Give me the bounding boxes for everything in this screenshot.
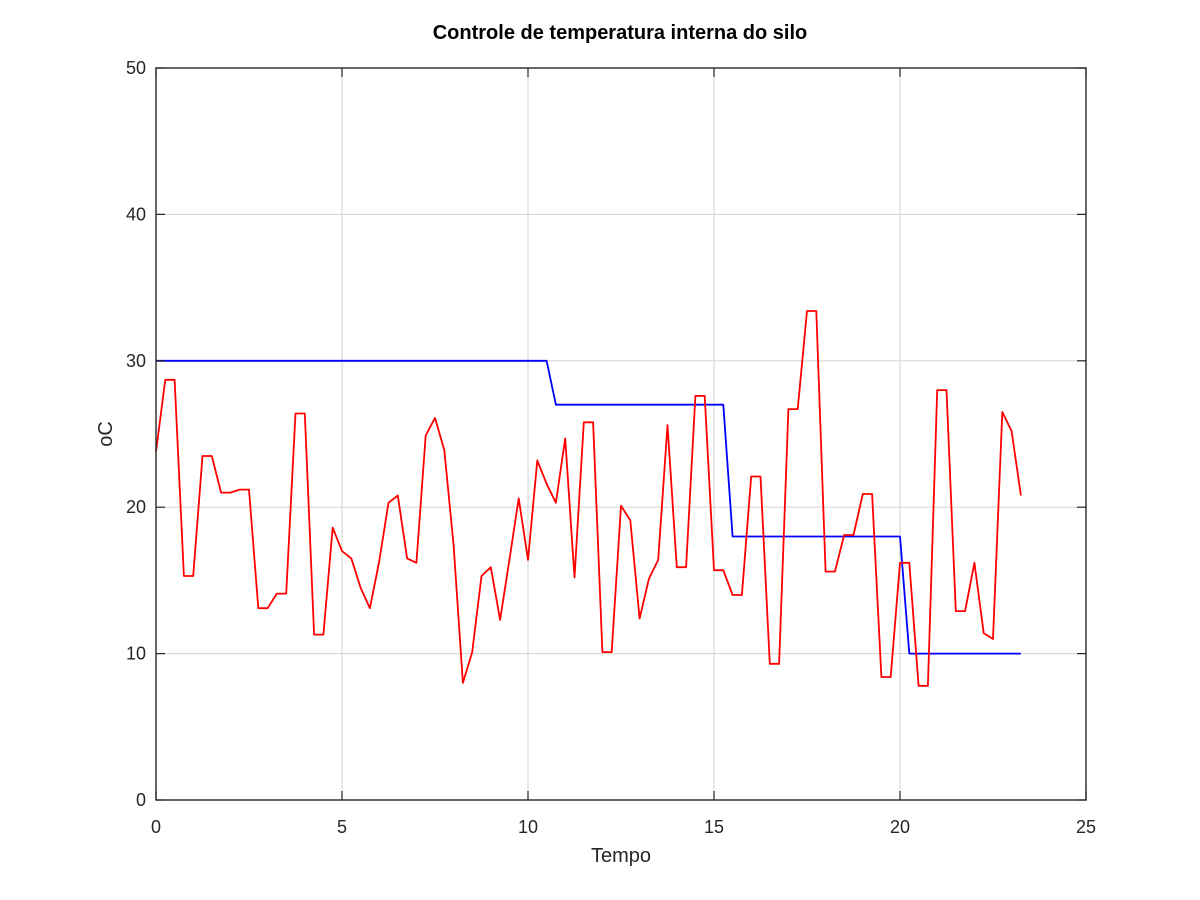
x-tick-label: 15	[704, 817, 724, 837]
y-tick-label: 30	[126, 351, 146, 371]
x-tick-label: 5	[337, 817, 347, 837]
series-line-blue	[156, 359, 1021, 655]
y-tick-label: 10	[126, 644, 146, 664]
x-tick-label: 20	[890, 817, 910, 837]
chart-title: Controle de temperatura interna do silo	[433, 22, 808, 44]
x-tick-label: 25	[1076, 817, 1096, 837]
series-line-red	[155, 310, 1022, 687]
ticks: 0 5 10 15 20 25 0 10 20 30 40 50	[126, 58, 1096, 837]
x-tick-label: 10	[518, 817, 538, 837]
y-tick-label: 0	[136, 790, 146, 810]
x-axis-label: Tempo	[591, 845, 651, 867]
series-group	[155, 310, 1022, 687]
x-tick-label: 0	[151, 817, 161, 837]
plot-frame	[155, 67, 1087, 801]
y-tick-label: 40	[126, 204, 146, 224]
y-tick-label: 50	[126, 58, 146, 78]
y-tick-label: 20	[126, 497, 146, 517]
y-axis-label: oC	[95, 421, 117, 447]
